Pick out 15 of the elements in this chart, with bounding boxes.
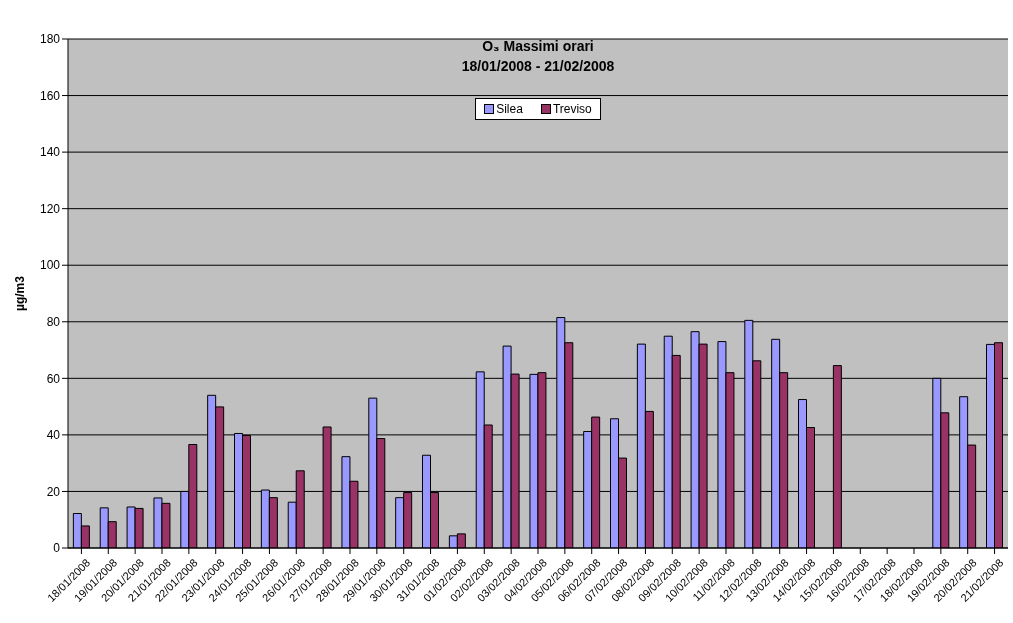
text: 18/01/2008 - 21/02/2008 bbox=[460, 57, 616, 76]
y-tick-label: 160 bbox=[39, 88, 61, 103]
y-axis-title: µg/m3 bbox=[13, 275, 28, 311]
y-tick-label: 100 bbox=[39, 258, 61, 273]
y-tick-label: 80 bbox=[46, 315, 61, 330]
y-tick-label: 20 bbox=[46, 484, 61, 499]
y-tick-label: 60 bbox=[46, 371, 61, 386]
legend-label: Treviso bbox=[551, 102, 592, 116]
y-tick-label: 180 bbox=[39, 32, 61, 47]
y-tick-label: 40 bbox=[46, 428, 61, 443]
y-tick-label: 140 bbox=[39, 145, 61, 160]
chart-title: O₃ Massimi orari bbox=[481, 37, 595, 56]
y-tick-label: 0 bbox=[53, 541, 61, 556]
y-tick-label: 120 bbox=[39, 201, 61, 216]
legend-label: Silea bbox=[495, 102, 523, 116]
